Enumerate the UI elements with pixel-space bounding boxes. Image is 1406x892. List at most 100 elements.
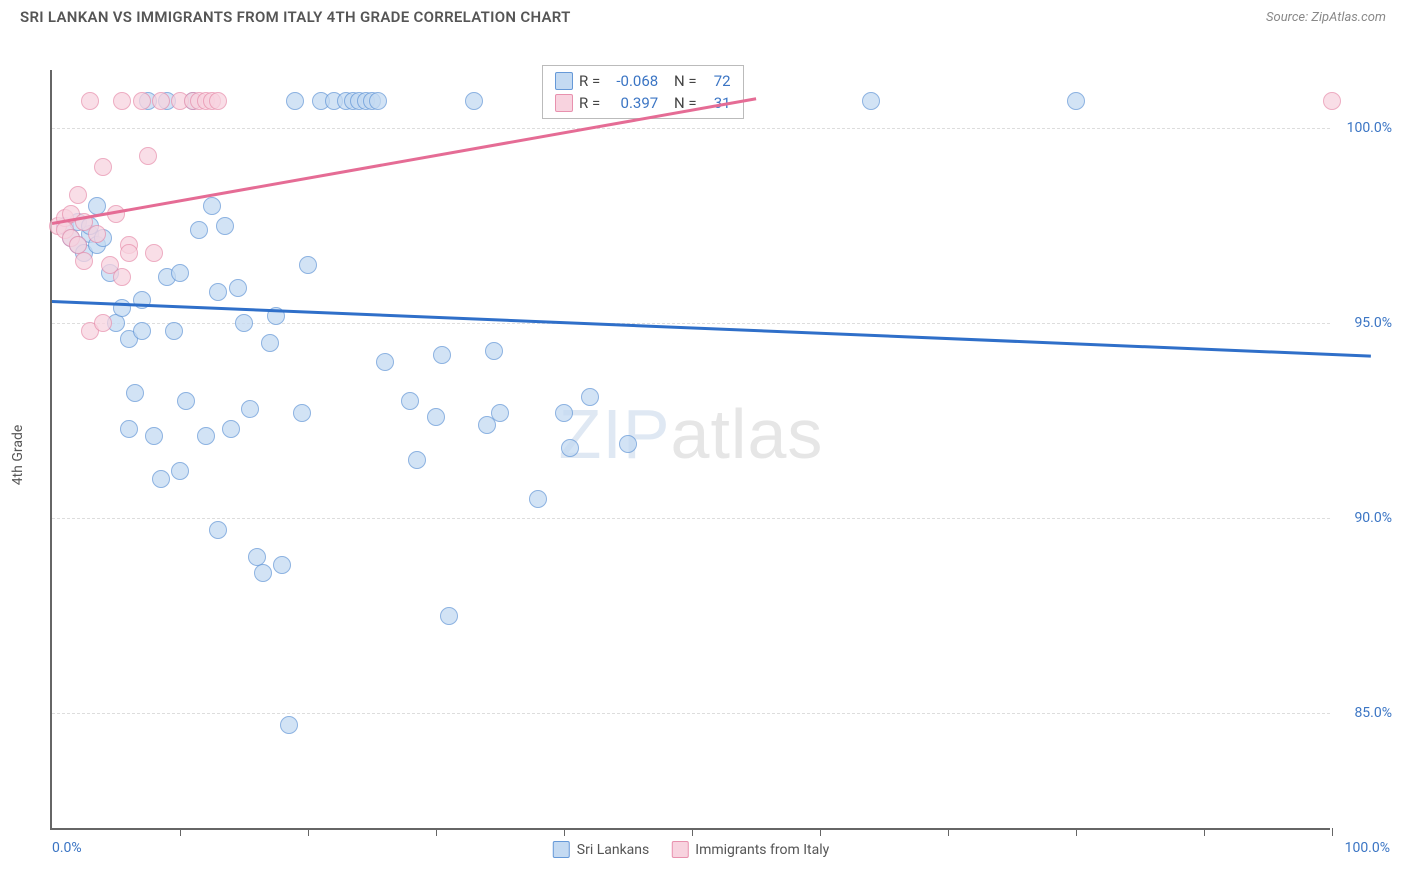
gridline [52,128,1330,129]
data-point [555,404,573,422]
data-point [433,346,451,364]
data-point [120,244,138,262]
y-tick-label: 95.0% [1354,315,1392,331]
data-point [235,314,253,332]
data-point [529,490,547,508]
data-point [440,607,458,625]
legend-label-blue: Sri Lankans [577,842,650,858]
y-tick-label: 90.0% [1354,510,1392,526]
legend-swatch-icon [553,841,570,858]
data-point [113,299,131,317]
watermark-part2: atlas [671,395,824,473]
data-point [75,252,93,270]
y-tick-label: 100.0% [1347,120,1392,136]
chart-container: 4th Grade ZIPatlas R = -0.068 N = 72 R =… [0,30,1406,880]
data-point [485,342,503,360]
data-point [293,404,311,422]
data-point [81,92,99,110]
data-point [197,427,215,445]
n-value-blue: 72 [703,70,731,92]
x-tick [948,828,949,836]
data-point [216,217,234,235]
x-tick [308,828,309,836]
data-point [165,322,183,340]
data-point [1067,92,1085,110]
data-point [171,462,189,480]
data-point [190,221,208,239]
data-point [88,225,106,243]
gridline [52,713,1330,714]
chart-source: Source: ZipAtlas.com [1266,10,1386,25]
data-point [69,186,87,204]
x-tick [436,828,437,836]
n-label: N = [674,70,697,92]
x-tick [1332,828,1333,836]
data-point [229,279,247,297]
x-axis-label-min: 0.0% [52,840,82,856]
data-point [209,283,227,301]
r-value-blue: -0.068 [606,70,658,92]
data-point [619,435,637,453]
data-point [491,404,509,422]
data-point [286,92,304,110]
data-point [465,92,483,110]
data-point [862,92,880,110]
x-axis-label-max: 100.0% [1345,840,1390,856]
r-label: R = [579,92,600,114]
correlation-legend: R = -0.068 N = 72 R = 0.397 N = 31 [542,65,744,119]
legend-row-pink: R = 0.397 N = 31 [555,92,731,114]
data-point [145,427,163,445]
r-value-pink: 0.397 [606,92,658,114]
r-label: R = [579,70,600,92]
legend-swatch-blue [555,72,573,90]
data-point [222,420,240,438]
data-point [581,388,599,406]
legend-label-pink: Immigrants from Italy [695,842,829,858]
legend-item-blue: Sri Lankans [553,841,650,858]
data-point [94,314,112,332]
data-point [299,256,317,274]
data-point [133,92,151,110]
x-tick [692,828,693,836]
data-point [241,400,259,418]
data-point [1323,92,1341,110]
data-point [113,268,131,286]
data-point [145,244,163,262]
data-point [273,556,291,574]
data-point [152,92,170,110]
watermark-part1: ZIP [559,395,671,473]
data-point [171,264,189,282]
plot-area: ZIPatlas R = -0.068 N = 72 R = 0.397 N =… [50,70,1330,830]
data-point [152,470,170,488]
legend-item-pink: Immigrants from Italy [671,841,829,858]
data-point [561,439,579,457]
legend-swatch-pink [555,94,573,112]
data-point [126,384,144,402]
watermark: ZIPatlas [559,394,824,474]
data-point [133,322,151,340]
data-point [120,420,138,438]
data-point [254,564,272,582]
y-tick-label: 85.0% [1354,705,1392,721]
data-point [113,92,131,110]
data-point [427,408,445,426]
chart-header: SRI LANKAN VS IMMIGRANTS FROM ITALY 4TH … [0,0,1406,30]
data-point [401,392,419,410]
x-tick [820,828,821,836]
legend-row-blue: R = -0.068 N = 72 [555,70,731,92]
data-point [209,521,227,539]
y-axis-title: 4th Grade [10,425,26,486]
gridline [52,518,1330,519]
x-tick [564,828,565,836]
data-point [369,92,387,110]
legend-swatch-icon [671,841,688,858]
data-point [408,451,426,469]
data-point [209,92,227,110]
data-point [376,353,394,371]
data-point [280,716,298,734]
x-tick [1204,828,1205,836]
data-point [261,334,279,352]
data-point [94,158,112,176]
data-point [177,392,195,410]
x-tick [1076,828,1077,836]
